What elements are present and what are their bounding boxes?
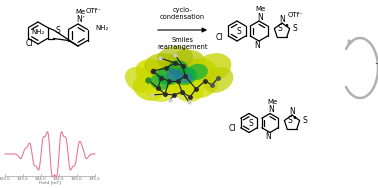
- Ellipse shape: [186, 64, 208, 80]
- Text: cyclo-
condensation: cyclo- condensation: [160, 7, 205, 20]
- Text: Smiles
rearrangement: Smiles rearrangement: [157, 37, 208, 50]
- Text: S: S: [249, 119, 253, 128]
- Text: N: N: [279, 14, 285, 24]
- Text: S: S: [302, 116, 307, 125]
- Text: Cl: Cl: [25, 39, 33, 48]
- Ellipse shape: [157, 46, 193, 70]
- Ellipse shape: [158, 65, 202, 95]
- Ellipse shape: [165, 50, 205, 76]
- Text: 333.5: 333.5: [17, 177, 29, 181]
- Ellipse shape: [148, 64, 188, 92]
- Text: S: S: [277, 24, 282, 33]
- Ellipse shape: [150, 74, 170, 90]
- Text: Me: Me: [268, 99, 278, 105]
- Text: NH₂: NH₂: [31, 29, 45, 35]
- Text: S: S: [287, 116, 292, 125]
- Ellipse shape: [182, 72, 218, 98]
- Text: Field [mT]: Field [mT]: [39, 180, 61, 184]
- Ellipse shape: [174, 58, 217, 88]
- Text: N: N: [265, 132, 271, 141]
- Text: S: S: [55, 26, 60, 35]
- Ellipse shape: [166, 69, 182, 81]
- Ellipse shape: [179, 73, 193, 83]
- Text: 334.0: 334.0: [35, 177, 47, 181]
- Ellipse shape: [176, 82, 204, 102]
- Text: ⁺: ⁺: [82, 15, 84, 20]
- Text: S: S: [292, 24, 297, 33]
- Text: N: N: [76, 14, 82, 24]
- Text: 335.5: 335.5: [89, 177, 101, 181]
- Text: 333.0: 333.0: [0, 177, 11, 181]
- Text: •: •: [284, 20, 289, 30]
- Ellipse shape: [144, 53, 180, 77]
- Text: NH₂: NH₂: [96, 24, 109, 30]
- Ellipse shape: [146, 82, 174, 102]
- Ellipse shape: [133, 75, 163, 101]
- Text: Cl: Cl: [216, 33, 223, 42]
- Text: OTf⁻: OTf⁻: [86, 8, 102, 14]
- Text: N: N: [257, 12, 263, 21]
- Ellipse shape: [156, 67, 180, 85]
- Text: N: N: [268, 105, 274, 114]
- Ellipse shape: [173, 67, 197, 85]
- Ellipse shape: [135, 59, 170, 87]
- Ellipse shape: [203, 67, 233, 93]
- Text: N: N: [289, 106, 295, 115]
- Text: N: N: [254, 40, 260, 49]
- Text: Me: Me: [256, 6, 266, 12]
- Text: OTf⁻: OTf⁻: [288, 12, 304, 18]
- Ellipse shape: [193, 53, 231, 83]
- Text: •: •: [291, 113, 297, 123]
- Text: 334.5: 334.5: [53, 177, 65, 181]
- Ellipse shape: [168, 60, 188, 76]
- Text: 335.0: 335.0: [71, 177, 83, 181]
- Text: S: S: [237, 27, 242, 36]
- Ellipse shape: [125, 67, 155, 93]
- Text: Me: Me: [76, 9, 86, 15]
- Text: +e⁻: +e⁻: [374, 58, 378, 67]
- Text: Cl: Cl: [228, 124, 236, 133]
